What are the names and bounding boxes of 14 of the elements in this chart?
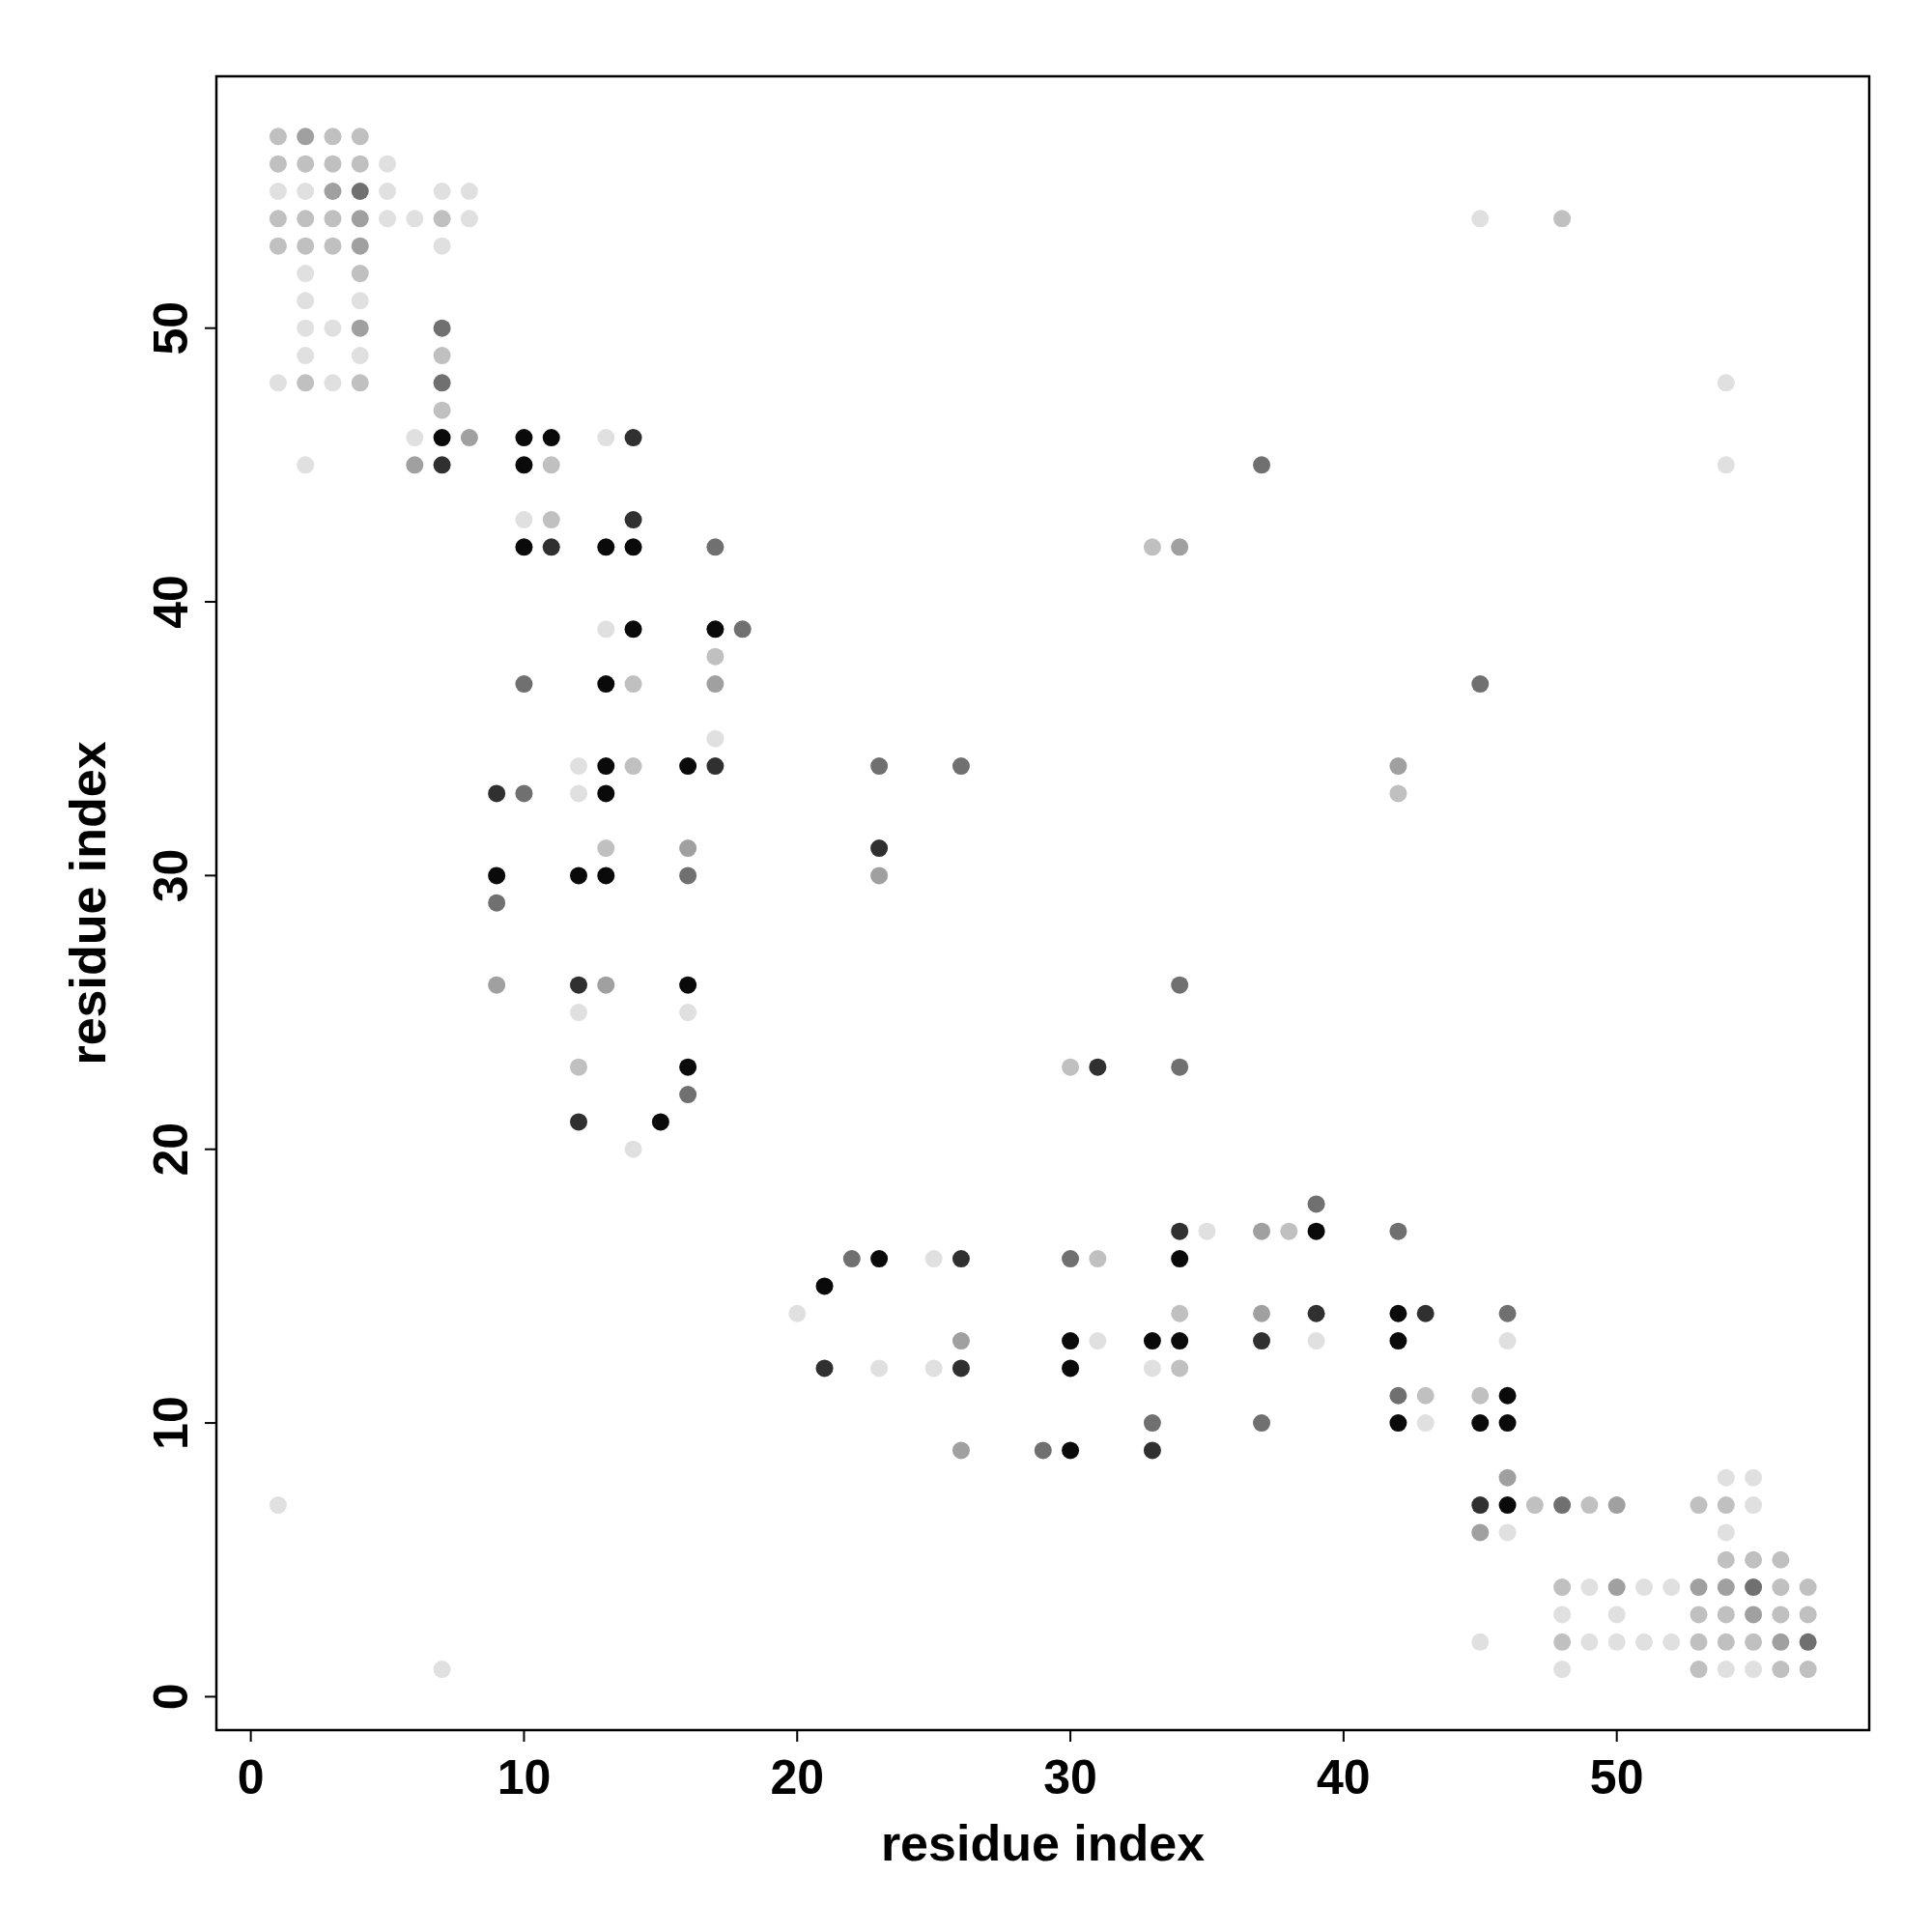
- y-tick-label: 50: [144, 300, 198, 355]
- y-tick-label: 0: [144, 1683, 198, 1711]
- x-axis-title: residue index: [880, 1815, 1206, 1871]
- x-tick-label: 20: [770, 1750, 825, 1804]
- y-axis-title: residue index: [60, 741, 116, 1065]
- y-tick-label: 40: [144, 575, 198, 629]
- x-tick-label: 10: [497, 1750, 552, 1804]
- y-tick-label: 10: [144, 1396, 198, 1450]
- y-tick-label: 20: [144, 1122, 198, 1177]
- y-tick-label: 30: [144, 848, 198, 903]
- x-tick-label: 30: [1043, 1750, 1097, 1804]
- x-tick-label: 40: [1317, 1750, 1371, 1804]
- x-tick-label: 0: [237, 1750, 265, 1804]
- x-tick-label: 50: [1589, 1750, 1644, 1804]
